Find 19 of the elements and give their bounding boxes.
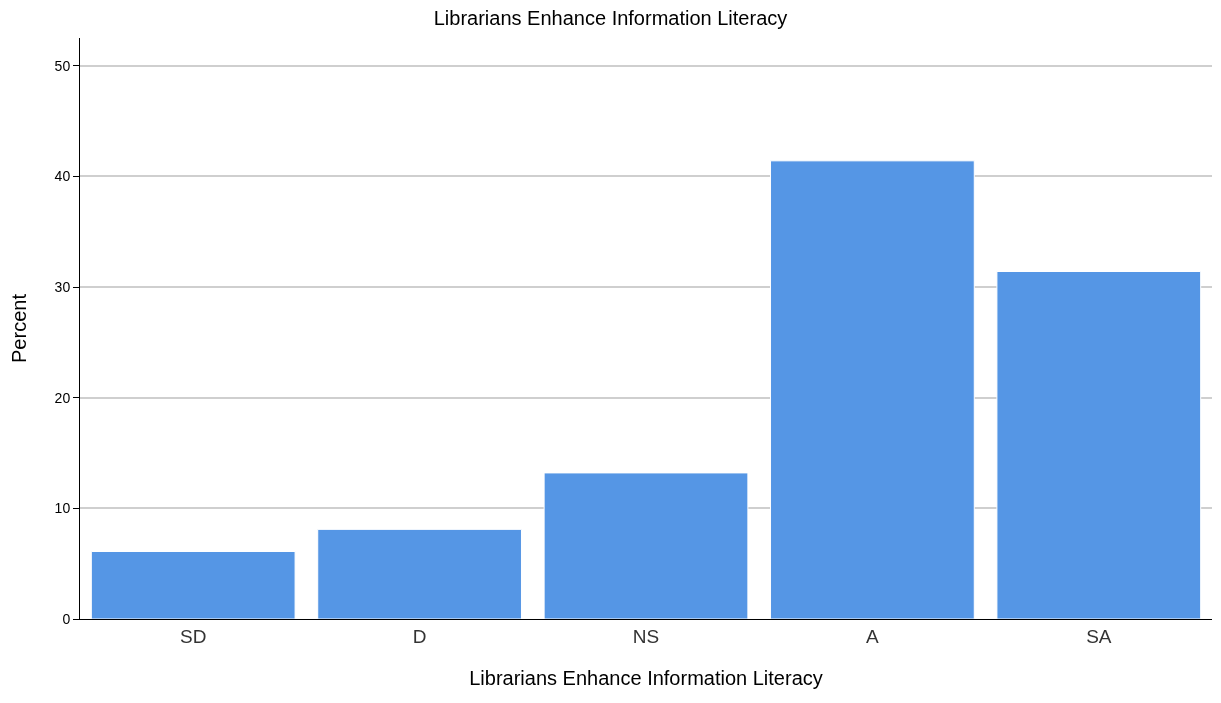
bar xyxy=(770,160,975,619)
x-tick-label: D xyxy=(412,625,427,647)
x-tick-label: SD xyxy=(180,625,207,647)
y-tick-label: 50 xyxy=(54,57,71,74)
y-axis-title: Percent xyxy=(8,293,31,363)
bar xyxy=(996,271,1202,619)
bar xyxy=(543,472,749,619)
chart-title: Librarians Enhance Information Literacy xyxy=(433,6,788,29)
y-tick-label: 20 xyxy=(54,389,71,406)
x-tick-label: A xyxy=(866,625,880,647)
bar xyxy=(317,528,522,619)
x-tick-label: SA xyxy=(1086,625,1112,647)
bar xyxy=(90,550,296,619)
x-tick-label: NS xyxy=(632,625,660,647)
x-axis-title: Librarians Enhance Information Literacy xyxy=(469,667,823,690)
y-tick-label: 10 xyxy=(54,500,71,517)
y-tick-label: 40 xyxy=(54,168,71,185)
y-tick-label: 0 xyxy=(62,610,71,627)
y-tick-label: 30 xyxy=(54,278,71,295)
